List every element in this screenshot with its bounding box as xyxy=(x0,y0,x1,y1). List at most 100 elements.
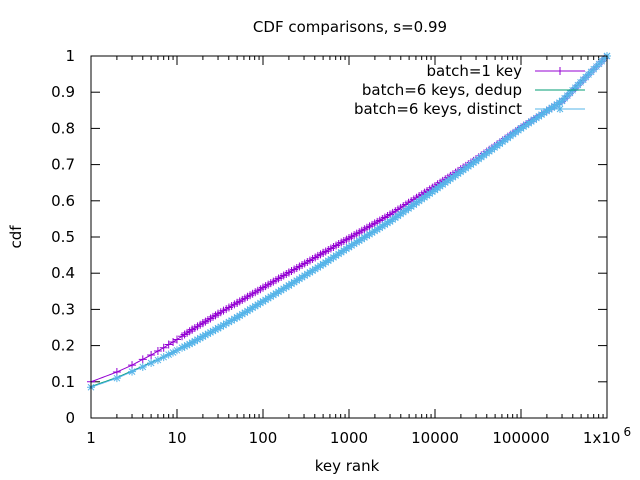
series-marker xyxy=(274,287,283,296)
y-tick-label: 0 xyxy=(65,409,75,427)
series-marker xyxy=(198,332,207,341)
series-marker xyxy=(534,112,543,121)
series-marker xyxy=(362,231,371,240)
series-marker xyxy=(264,294,273,303)
series-marker xyxy=(464,162,473,171)
data-point xyxy=(153,356,162,365)
series-marker xyxy=(527,117,536,126)
series-marker xyxy=(401,206,410,215)
series-marker xyxy=(420,193,429,202)
series-marker xyxy=(477,153,486,162)
series-marker xyxy=(345,243,353,252)
series-marker xyxy=(259,297,267,306)
series-marker xyxy=(461,164,470,173)
series-marker xyxy=(352,238,361,247)
series-marker xyxy=(227,316,236,325)
series-marker xyxy=(240,308,249,317)
series-marker xyxy=(386,217,395,226)
series-marker xyxy=(271,289,280,298)
series-marker xyxy=(334,249,343,258)
y-tick-label: 0.9 xyxy=(51,83,75,101)
legend-label: batch=1 key xyxy=(427,62,523,80)
series-marker xyxy=(517,124,525,133)
series-2 xyxy=(90,55,608,388)
series-marker xyxy=(214,324,223,333)
series-marker xyxy=(332,251,341,260)
series-marker xyxy=(196,334,205,343)
x-tick-label: 1000 xyxy=(330,429,368,447)
series-marker xyxy=(436,182,445,191)
series-marker xyxy=(448,173,457,182)
series-marker xyxy=(316,261,325,270)
data-point xyxy=(147,351,156,360)
series-line xyxy=(90,55,608,388)
series-marker xyxy=(550,102,559,111)
series-marker xyxy=(295,274,304,283)
series-marker xyxy=(501,135,510,144)
series-marker xyxy=(324,256,333,265)
series-marker xyxy=(313,263,322,272)
series-marker xyxy=(248,303,257,312)
series-1 xyxy=(87,52,611,386)
series-marker xyxy=(456,167,465,176)
series-marker xyxy=(279,284,288,293)
legend-label: batch=6 keys, dedup xyxy=(362,81,522,99)
series-marker xyxy=(415,197,424,206)
y-tick-label: 0.7 xyxy=(51,156,75,174)
series-marker xyxy=(404,204,413,213)
series-marker xyxy=(454,169,463,178)
axis-ticks xyxy=(90,55,608,419)
series-marker xyxy=(292,276,301,285)
data-point xyxy=(112,374,121,383)
series-marker xyxy=(522,120,531,129)
series-marker xyxy=(243,306,252,315)
series-marker xyxy=(487,145,496,154)
series-marker xyxy=(211,325,220,334)
series-marker xyxy=(329,253,338,262)
series-line xyxy=(90,55,608,383)
series-marker xyxy=(417,195,426,204)
series-marker xyxy=(230,314,239,323)
series-marker xyxy=(253,300,262,309)
series-marker xyxy=(503,133,512,142)
data-point xyxy=(159,343,168,352)
y-tick-label: 1 xyxy=(65,47,75,65)
series-marker xyxy=(555,98,564,107)
series-marker xyxy=(235,311,244,320)
series-marker xyxy=(380,220,389,229)
series-marker xyxy=(479,151,488,160)
series-marker xyxy=(193,335,202,344)
series-marker xyxy=(347,241,356,250)
series-marker xyxy=(490,143,499,152)
data-point xyxy=(147,358,156,367)
series-marker xyxy=(368,228,377,237)
series-marker xyxy=(298,273,307,282)
y-axis-label: cdf xyxy=(7,225,25,249)
series-marker xyxy=(206,328,215,337)
series-layer xyxy=(87,52,611,392)
series-marker xyxy=(547,103,556,112)
series-marker xyxy=(300,271,309,280)
series-marker xyxy=(305,268,314,277)
series-marker xyxy=(506,132,515,141)
series-marker xyxy=(188,338,197,347)
data-point xyxy=(164,350,173,359)
series-marker xyxy=(375,223,384,232)
x-tick-label: 1 xyxy=(86,429,96,447)
series-marker xyxy=(224,318,233,327)
series-marker xyxy=(474,155,483,164)
series-marker xyxy=(284,281,293,290)
series-marker xyxy=(183,341,192,350)
legend-label: batch=6 keys, distinct xyxy=(354,100,522,118)
tick-labels: 1 10 100 1000 10000 100000 1x10 6 0 0.1 0.2 0.3 0.4 0… xyxy=(51,47,631,447)
series-marker xyxy=(370,227,379,236)
series-marker xyxy=(365,230,374,239)
series-marker xyxy=(459,166,468,175)
series-marker xyxy=(451,171,460,180)
series-marker xyxy=(540,108,549,117)
series-marker xyxy=(511,128,520,137)
series-marker xyxy=(201,331,210,340)
series-marker xyxy=(190,337,199,346)
series-marker xyxy=(357,235,366,244)
